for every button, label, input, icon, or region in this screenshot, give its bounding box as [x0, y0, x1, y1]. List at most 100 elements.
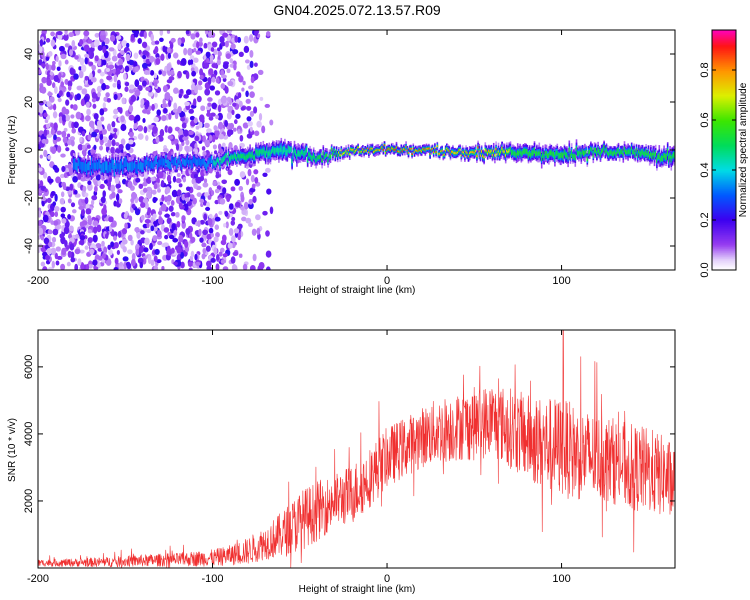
heatmap-cell	[602, 148, 604, 153]
heatmap-cell	[522, 148, 525, 154]
colorbar-segment	[712, 44, 736, 47]
heatmap-cell	[144, 170, 149, 179]
heatmap-cell	[548, 152, 550, 158]
heatmap-cell	[267, 151, 269, 158]
heatmap-cell	[500, 150, 502, 153]
heatmap-cell	[396, 150, 399, 152]
heatmap-cell	[156, 109, 161, 116]
colorbar-segment	[712, 98, 736, 101]
heatmap-cell	[145, 134, 149, 142]
heatmap-cell	[133, 123, 138, 130]
heatmap-cell	[150, 176, 156, 182]
heatmap-cell	[198, 228, 202, 237]
heatmap-cell	[78, 70, 84, 79]
heatmap-cell	[88, 61, 94, 66]
heatmap-cell	[131, 161, 134, 172]
heatmap-cell	[67, 80, 73, 88]
heatmap-cell	[164, 196, 168, 203]
heatmap-cell	[300, 150, 303, 155]
heatmap-cell	[184, 145, 190, 152]
heatmap-cell	[110, 146, 115, 154]
heatmap-cell	[464, 154, 466, 157]
heatmap-cell	[636, 153, 639, 158]
heatmap-cell	[228, 122, 235, 130]
heatmap-cell	[54, 252, 58, 260]
heatmap-cell	[92, 259, 98, 266]
heatmap-cell	[69, 49, 73, 56]
heatmap-cell	[143, 247, 149, 253]
colorbar-segment	[712, 192, 736, 195]
heatmap-cell	[147, 161, 149, 171]
heatmap-cell	[608, 152, 610, 157]
heatmap-cell	[111, 158, 113, 169]
heatmap-cell	[40, 235, 45, 241]
heatmap-cell	[395, 146, 398, 149]
heatmap-cell	[84, 75, 89, 81]
heatmap-cell	[100, 34, 106, 41]
heatmap-cell	[662, 156, 664, 162]
heatmap-cell	[264, 103, 271, 108]
heatmap-cell	[294, 150, 297, 156]
heatmap-cell	[41, 51, 45, 59]
heatmap-cell	[371, 148, 374, 150]
heatmap-cell	[198, 158, 201, 166]
heatmap-cell	[156, 230, 162, 238]
heatmap-cell	[135, 163, 137, 173]
heatmap-cell	[90, 76, 97, 83]
heatmap-cell	[112, 82, 117, 88]
heatmap-cell	[43, 149, 48, 158]
colorbar-segment	[712, 30, 736, 33]
heatmap-cell	[296, 154, 298, 159]
heatmap-cell	[164, 213, 170, 218]
heatmap-cell	[241, 216, 247, 222]
heatmap-cell	[205, 51, 211, 58]
heatmap-cell	[472, 151, 475, 154]
heatmap-cell	[212, 144, 217, 150]
heatmap-cell	[215, 159, 218, 165]
heatmap-cell	[228, 213, 234, 218]
heatmap-cell	[120, 158, 123, 169]
heatmap-cell	[208, 68, 214, 76]
heatmap-cell	[287, 145, 290, 153]
heatmap-cell	[190, 67, 195, 72]
heatmap-cell	[216, 59, 221, 66]
heatmap-cell	[102, 128, 107, 135]
heatmap-cell	[51, 63, 56, 71]
colorbar-segment	[712, 106, 736, 109]
heatmap-cell	[133, 61, 138, 68]
heatmap-cell	[645, 149, 647, 156]
heatmap-cell	[274, 148, 277, 155]
heatmap-cell	[176, 163, 178, 170]
heatmap-cell	[282, 146, 285, 154]
heatmap-cell	[159, 159, 161, 167]
heatmap-cell	[243, 35, 249, 44]
heatmap-cell	[400, 148, 403, 150]
heatmap-cell	[172, 52, 179, 59]
heatmap-cell	[134, 89, 141, 97]
heatmap-cell	[88, 161, 91, 171]
heatmap-cell	[644, 151, 646, 157]
colorbar-tick-label: 0.2	[699, 212, 711, 227]
heatmap-cell	[90, 199, 95, 206]
heatmap-cell	[189, 194, 195, 200]
heatmap-cell	[142, 50, 148, 56]
colorbar-tick-label: 0.0	[699, 262, 711, 277]
heatmap-cell	[549, 150, 551, 156]
heatmap-cell	[87, 217, 93, 226]
heatmap-cell	[135, 114, 141, 122]
colorbar-segment	[712, 152, 736, 155]
heatmap-cell	[402, 148, 405, 150]
heatmap-cell	[45, 62, 49, 71]
heatmap-cell	[135, 248, 140, 256]
heatmap-cell	[142, 162, 145, 172]
heatmap-cell	[123, 160, 125, 170]
heatmap-cell	[249, 152, 251, 157]
heatmap-cell	[240, 154, 243, 159]
heatmap-cell	[227, 80, 234, 87]
heatmap-cell	[242, 122, 249, 129]
heatmap-cell	[154, 40, 160, 45]
colorbar-segment	[712, 244, 736, 247]
heatmap-cell	[183, 94, 189, 99]
colorbar-tick-label: 0.6	[699, 112, 711, 127]
heatmap-cell	[101, 82, 107, 91]
